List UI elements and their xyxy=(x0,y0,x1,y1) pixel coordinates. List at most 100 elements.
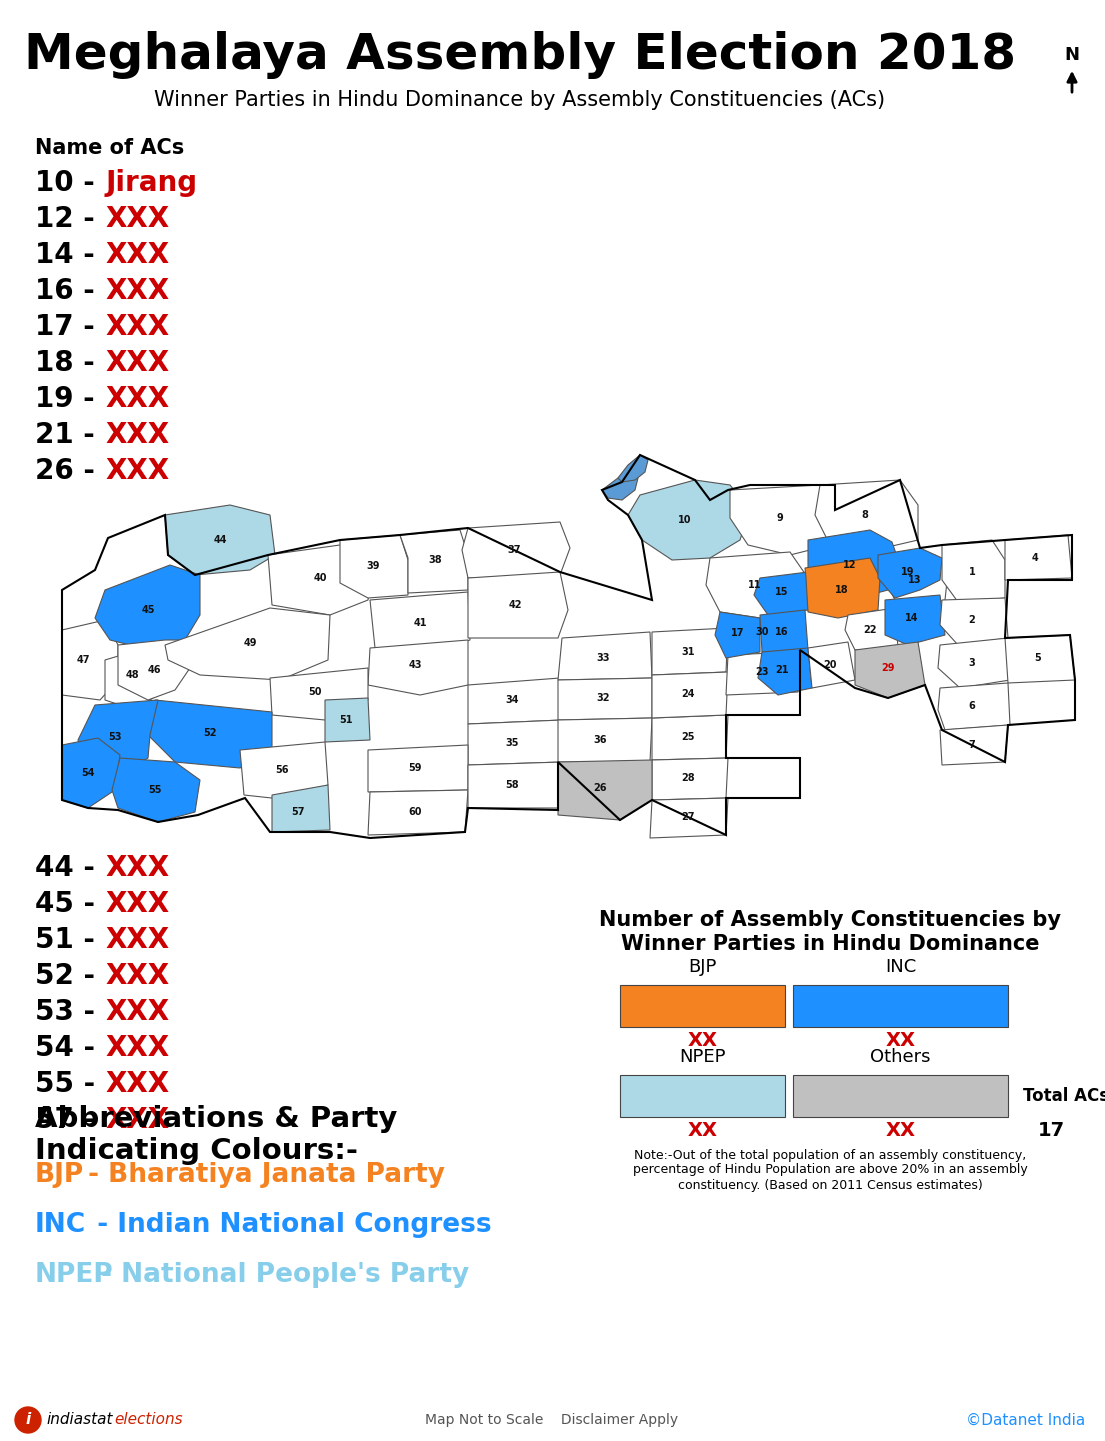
Text: 5: 5 xyxy=(1034,653,1041,663)
Polygon shape xyxy=(855,643,925,697)
Polygon shape xyxy=(650,798,728,839)
Polygon shape xyxy=(112,758,200,821)
Polygon shape xyxy=(368,640,469,695)
Text: Others: Others xyxy=(871,1048,930,1066)
Polygon shape xyxy=(370,592,470,656)
Text: Abbreviations & Party
Indicating Colours:-: Abbreviations & Party Indicating Colours… xyxy=(35,1105,398,1166)
Polygon shape xyxy=(885,555,948,608)
Text: 29: 29 xyxy=(882,663,895,673)
Polygon shape xyxy=(806,558,880,618)
Text: 32: 32 xyxy=(597,693,610,703)
Polygon shape xyxy=(808,643,855,687)
Text: 27: 27 xyxy=(682,811,695,821)
Polygon shape xyxy=(726,650,800,695)
Text: 8: 8 xyxy=(862,510,869,520)
Text: XXX: XXX xyxy=(105,1107,169,1134)
Text: XXX: XXX xyxy=(105,927,169,954)
Text: 21 -: 21 - xyxy=(35,421,104,450)
Polygon shape xyxy=(940,725,1008,765)
Polygon shape xyxy=(1006,535,1072,579)
Text: XXX: XXX xyxy=(105,313,169,342)
Text: 16: 16 xyxy=(776,627,789,637)
Text: 56: 56 xyxy=(275,765,288,775)
Polygon shape xyxy=(602,468,638,500)
Text: XXX: XXX xyxy=(105,349,169,378)
Text: 10: 10 xyxy=(678,514,692,525)
Polygon shape xyxy=(652,715,728,759)
Text: - Bharatiya Janata Party: - Bharatiya Janata Party xyxy=(78,1161,445,1187)
Text: 40: 40 xyxy=(313,574,327,584)
Polygon shape xyxy=(938,638,1010,687)
Text: 42: 42 xyxy=(508,599,522,610)
Text: 38: 38 xyxy=(429,555,442,565)
Polygon shape xyxy=(325,697,370,742)
Text: indiastat: indiastat xyxy=(46,1412,113,1428)
Polygon shape xyxy=(148,700,272,768)
Text: 55: 55 xyxy=(148,785,161,795)
Text: 46: 46 xyxy=(147,664,160,674)
Text: 36: 36 xyxy=(593,735,607,745)
Text: 17: 17 xyxy=(732,628,745,638)
Text: 14: 14 xyxy=(905,612,918,623)
Polygon shape xyxy=(118,640,192,700)
Text: 45: 45 xyxy=(141,605,155,615)
Polygon shape xyxy=(62,738,120,808)
Text: N: N xyxy=(1064,46,1080,63)
Polygon shape xyxy=(340,535,408,598)
Text: XXX: XXX xyxy=(105,457,169,486)
Text: 34: 34 xyxy=(505,695,518,705)
Polygon shape xyxy=(715,612,760,659)
Text: 21: 21 xyxy=(776,664,789,674)
Text: 45 -: 45 - xyxy=(35,891,105,918)
Polygon shape xyxy=(165,504,275,575)
Polygon shape xyxy=(558,718,652,762)
Text: 4: 4 xyxy=(1032,553,1039,563)
Polygon shape xyxy=(272,785,330,831)
Polygon shape xyxy=(270,669,368,720)
Text: 35: 35 xyxy=(505,738,518,748)
Text: 54 -: 54 - xyxy=(35,1035,105,1062)
Text: 22: 22 xyxy=(863,625,876,635)
Text: 19: 19 xyxy=(902,566,915,576)
Text: 59: 59 xyxy=(408,762,422,772)
Text: 18 -: 18 - xyxy=(35,349,104,378)
Polygon shape xyxy=(808,530,899,598)
Text: 48: 48 xyxy=(125,670,139,680)
Text: 30: 30 xyxy=(755,627,769,637)
Text: 28: 28 xyxy=(681,772,695,782)
Polygon shape xyxy=(165,608,330,680)
Text: 50: 50 xyxy=(308,687,322,697)
Text: 17: 17 xyxy=(1038,1121,1065,1140)
Polygon shape xyxy=(726,610,800,656)
Text: 60: 60 xyxy=(408,807,422,817)
Text: BJP: BJP xyxy=(35,1161,84,1187)
Text: 52: 52 xyxy=(203,728,217,738)
Text: 26: 26 xyxy=(593,782,607,793)
Text: 3: 3 xyxy=(969,659,976,669)
Polygon shape xyxy=(469,720,562,765)
Text: elections: elections xyxy=(114,1412,182,1428)
Text: Total ACs: Total ACs xyxy=(1023,1087,1105,1105)
Text: XXX: XXX xyxy=(105,385,169,414)
Text: XXX: XXX xyxy=(105,205,169,233)
Text: 49: 49 xyxy=(243,638,256,648)
Polygon shape xyxy=(706,552,808,618)
Polygon shape xyxy=(845,608,898,650)
Polygon shape xyxy=(730,486,835,555)
Text: XXX: XXX xyxy=(105,999,169,1026)
Text: BJP: BJP xyxy=(688,958,717,976)
Text: 12 -: 12 - xyxy=(35,205,104,233)
Text: 20: 20 xyxy=(823,660,836,670)
Polygon shape xyxy=(754,572,808,615)
Bar xyxy=(620,1075,785,1117)
Text: 44: 44 xyxy=(213,535,227,545)
Bar xyxy=(793,1075,1008,1117)
Polygon shape xyxy=(368,790,469,834)
Text: XX: XX xyxy=(687,1032,717,1050)
Text: NPEP: NPEP xyxy=(35,1262,114,1288)
Text: XXX: XXX xyxy=(105,891,169,918)
Polygon shape xyxy=(760,610,808,651)
Polygon shape xyxy=(652,758,728,800)
Text: NPEP: NPEP xyxy=(680,1048,726,1066)
Text: 6: 6 xyxy=(969,700,976,710)
